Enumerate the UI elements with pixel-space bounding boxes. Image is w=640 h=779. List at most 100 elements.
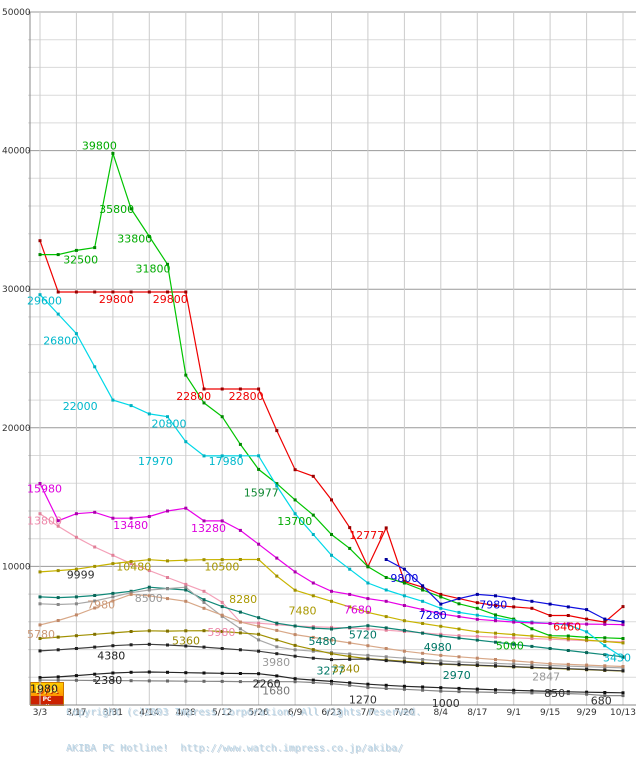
data-point-marker <box>238 558 242 561</box>
data-point-marker <box>566 637 570 641</box>
data-point-marker <box>366 565 370 569</box>
data-point-marker <box>457 663 461 666</box>
data-label: 10480 <box>116 561 151 574</box>
data-point-marker <box>147 412 151 416</box>
data-point-marker <box>184 629 188 633</box>
data-point-marker <box>585 622 589 626</box>
data-point-marker <box>293 588 297 592</box>
data-point-marker <box>348 625 352 629</box>
data-point-marker <box>566 667 570 671</box>
site-url-text: AKIBA PC Hotline! http://www.watch.impre… <box>66 743 404 754</box>
data-point-marker <box>111 553 115 557</box>
data-label: 3980 <box>262 656 290 669</box>
data-point-marker <box>275 484 279 488</box>
data-point-marker <box>475 690 479 694</box>
data-point-marker <box>603 664 607 668</box>
data-point-marker <box>457 686 461 690</box>
data-point-marker <box>366 597 370 601</box>
data-point-marker <box>475 638 479 642</box>
x-axis-label: 9/1 <box>506 708 520 718</box>
data-point-marker <box>257 638 261 642</box>
data-point-marker <box>603 636 607 640</box>
data-point-marker <box>384 626 388 630</box>
data-point-marker <box>421 584 425 588</box>
data-point-marker <box>439 606 443 610</box>
data-point-marker <box>129 591 133 595</box>
data-point-marker <box>603 691 607 694</box>
data-point-marker <box>74 512 78 516</box>
data-point-marker <box>348 652 352 656</box>
series-line-blue <box>385 558 624 623</box>
data-point-marker <box>275 652 279 656</box>
data-point-marker <box>621 620 625 624</box>
data-point-marker <box>257 558 261 561</box>
data-label: 29800 <box>153 293 188 306</box>
data-point-marker <box>439 689 443 693</box>
data-point-marker <box>56 290 60 294</box>
data-point-marker <box>402 684 406 688</box>
data-point-marker <box>56 253 60 257</box>
data-point-marker <box>184 440 188 444</box>
data-point-marker <box>512 691 516 695</box>
data-point-marker <box>257 387 261 391</box>
data-point-marker <box>129 630 133 633</box>
data-point-marker <box>38 678 42 682</box>
data-point-marker <box>585 665 589 669</box>
data-point-marker <box>56 519 60 523</box>
data-label: 17980 <box>209 455 244 468</box>
data-point-marker <box>548 614 552 617</box>
data-point-marker <box>585 635 589 639</box>
data-point-marker <box>184 585 188 589</box>
data-point-marker <box>166 629 169 633</box>
data-point-marker <box>93 365 97 369</box>
data-point-marker <box>548 662 552 666</box>
data-label: 5480 <box>309 635 337 648</box>
data-point-marker <box>457 627 461 631</box>
data-label: 17970 <box>138 455 173 468</box>
x-axis-label: 3/31 <box>103 708 123 718</box>
data-point-marker <box>220 613 224 617</box>
data-point-marker <box>38 482 42 485</box>
data-point-marker <box>56 524 60 528</box>
data-point-marker <box>548 666 552 670</box>
data-point-marker <box>220 647 224 650</box>
data-point-marker <box>348 681 352 685</box>
data-point-marker <box>548 647 552 650</box>
data-point-marker <box>93 594 97 597</box>
data-point-marker <box>56 603 60 606</box>
data-label: 1000 <box>432 697 460 710</box>
data-point-marker <box>220 415 224 419</box>
data-point-marker <box>585 667 589 671</box>
data-point-marker <box>439 624 443 628</box>
data-point-marker <box>202 598 206 602</box>
data-point-marker <box>512 633 516 637</box>
data-point-marker <box>293 677 297 681</box>
data-label: 15980 <box>27 483 62 496</box>
data-point-marker <box>384 628 388 632</box>
data-point-marker <box>621 623 625 627</box>
data-point-marker <box>548 637 552 641</box>
data-point-marker <box>184 558 188 562</box>
data-label: 5780 <box>27 628 55 641</box>
data-point-marker <box>129 207 133 211</box>
data-point-marker <box>384 647 388 650</box>
data-point-marker <box>621 691 625 695</box>
data-point-marker <box>530 689 534 693</box>
data-point-marker <box>603 694 607 698</box>
data-point-marker <box>238 610 242 614</box>
data-label: 5980 <box>207 626 235 639</box>
data-point-marker <box>56 312 60 316</box>
data-point-marker <box>421 688 425 692</box>
data-point-marker <box>439 592 443 596</box>
data-point-marker <box>585 608 589 612</box>
data-point-marker <box>93 672 97 676</box>
data-point-marker <box>74 647 78 650</box>
data-point-marker <box>166 597 169 601</box>
data-point-marker <box>38 676 42 680</box>
data-point-marker <box>439 632 443 636</box>
data-point-marker <box>293 633 297 637</box>
data-point-marker <box>475 601 479 605</box>
data-point-marker <box>366 682 370 686</box>
data-point-marker <box>38 637 42 640</box>
data-point-marker <box>402 604 406 607</box>
